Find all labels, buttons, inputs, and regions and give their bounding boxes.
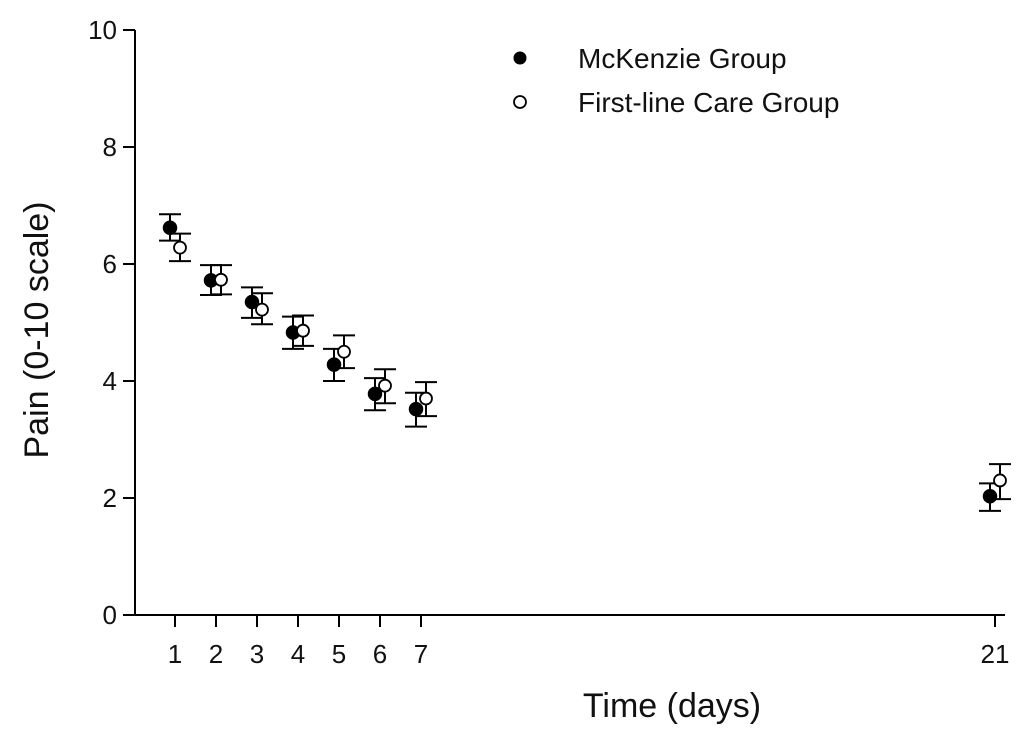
y-tick-label: 0: [103, 600, 117, 630]
x-tick-label: 5: [332, 639, 346, 669]
y-tick-label: 10: [88, 15, 117, 45]
data-point: [408, 401, 424, 417]
y-tick-label: 4: [103, 366, 117, 396]
legend-marker-filled: [513, 51, 527, 65]
x-axis-title: Time (days): [583, 687, 761, 725]
x-tick-label: 2: [209, 639, 223, 669]
data-point: [378, 378, 392, 393]
data-point: [255, 302, 269, 317]
axes: [134, 30, 1005, 616]
data-point: [162, 220, 178, 235]
y-axis-title: Pain (0-10 scale): [18, 201, 56, 458]
series-first-line-care: [169, 232, 1011, 501]
y-tick-label: 2: [103, 483, 117, 513]
data-marks: [159, 213, 1011, 512]
data-point: [419, 391, 433, 406]
series-mckenzie: [159, 213, 1001, 512]
legend-label: McKenzie Group: [578, 43, 787, 74]
legend-label: First-line Care Group: [578, 87, 839, 118]
x-tick-label: 4: [291, 639, 305, 669]
data-point: [173, 240, 187, 255]
x-tick-label: 7: [414, 639, 428, 669]
legend: McKenzie Group First-line Care Group: [513, 43, 839, 118]
x-tick-label: 1: [168, 639, 182, 669]
data-point: [367, 386, 383, 402]
legend-marker-open: [513, 95, 527, 109]
data-point: [993, 473, 1007, 488]
x-tick-label: 6: [373, 639, 387, 669]
data-point: [326, 357, 342, 372]
x-tick-label: 21: [981, 639, 1010, 669]
y-tick-label: 8: [103, 132, 117, 162]
x-tick-label: 3: [250, 639, 264, 669]
data-point: [337, 344, 351, 359]
data-point: [214, 272, 228, 287]
data-point: [244, 294, 260, 310]
data-point: [982, 488, 998, 504]
y-tick-label: 6: [103, 249, 117, 279]
data-point: [296, 323, 310, 338]
